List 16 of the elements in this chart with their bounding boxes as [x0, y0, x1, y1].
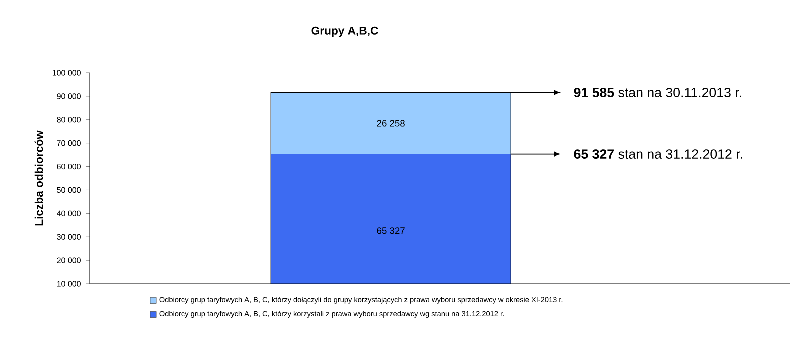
- data-label: 65 327: [377, 228, 405, 234]
- y-tick-label: 50 000: [57, 187, 81, 194]
- y-tick-label: 90 000: [57, 94, 81, 100]
- annotation: 65 327 stan na 31.12.2012 r.: [574, 150, 742, 160]
- y-tick-label: 80 000: [57, 117, 81, 123]
- y-tick-label: 40 000: [57, 210, 81, 217]
- y-axis-title: Liczba odbiorców: [34, 130, 44, 226]
- annotation: 91 585 stan na 30.11.2013 r.: [574, 88, 742, 98]
- y-tick-label: 100 000: [52, 70, 81, 76]
- y-tick-label: 60 000: [57, 164, 81, 170]
- data-label: 26 258: [377, 120, 405, 127]
- y-tick-label: 30 000: [57, 234, 81, 240]
- chart-title: Grupy A,B,C: [312, 26, 378, 38]
- y-tick-label: 70 000: [57, 140, 81, 146]
- y-tick-label: 10 000: [57, 281, 81, 287]
- y-tick-label: 20 000: [57, 258, 81, 264]
